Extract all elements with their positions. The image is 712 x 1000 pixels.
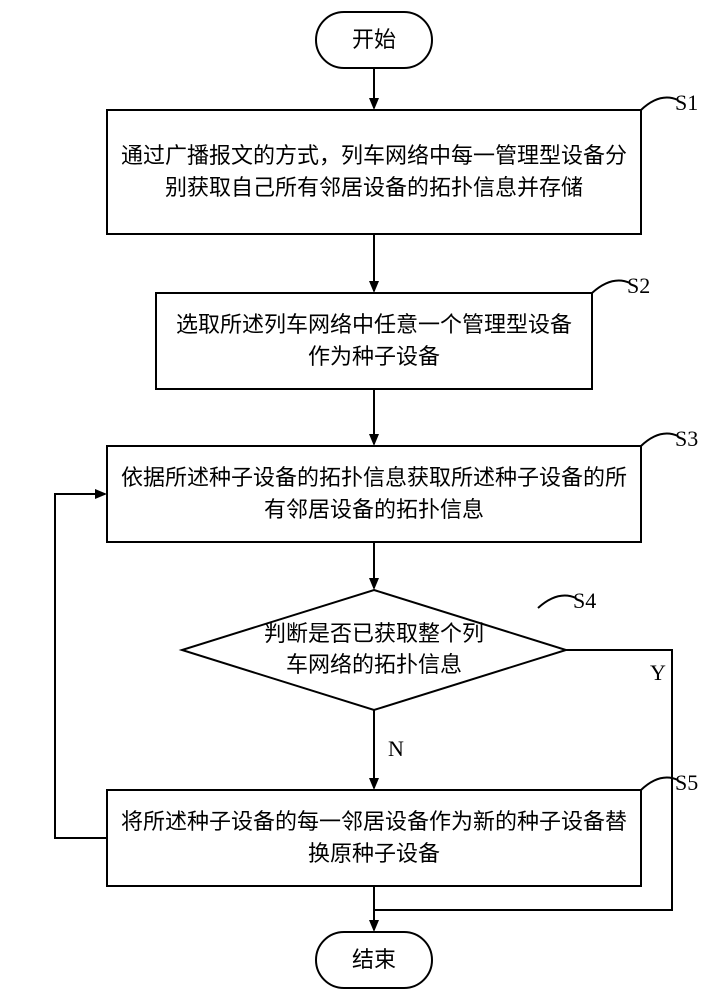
s2-text: 选取所述列车网络中任意一个管理型设备作为种子设备	[176, 293, 572, 389]
s4-tag-leader	[538, 596, 576, 608]
s4-text-line1: 判断是否已获取整个列	[264, 619, 484, 650]
branch-yes: Y	[650, 660, 666, 686]
s4-text: 判断是否已获取整个列 车网络的拓扑信息	[220, 608, 528, 692]
s4-tag: S4	[573, 588, 596, 614]
s2-tag: S2	[627, 273, 650, 299]
s3-text: 依据所述种子设备的拓扑信息获取所述种子设备的所有邻居设备的拓扑信息	[117, 446, 631, 542]
s1-tag-leader	[641, 98, 678, 110]
s4-text-line2: 车网络的拓扑信息	[286, 650, 462, 681]
s3-tag: S3	[675, 426, 698, 452]
s5-tag: S5	[675, 770, 698, 796]
branch-no: N	[388, 736, 404, 762]
start-label: 开始	[316, 12, 432, 68]
edge-s5-s3-loop	[55, 494, 107, 838]
s5-text: 将所述种子设备的每一邻居设备作为新的种子设备替换原种子设备	[117, 790, 631, 886]
s1-tag: S1	[675, 90, 698, 116]
end-label: 结束	[316, 932, 432, 988]
s3-tag-leader	[641, 434, 678, 446]
s2-tag-leader	[592, 281, 630, 293]
s1-text: 通过广播报文的方式，列车网络中每一管理型设备分别获取自己所有邻居设备的拓扑信息并…	[117, 110, 631, 234]
